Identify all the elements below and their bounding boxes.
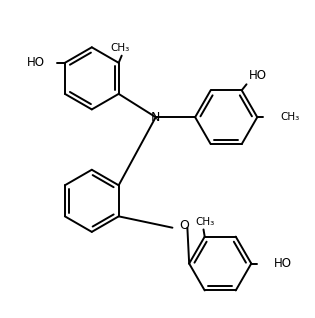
Text: CH₃: CH₃ xyxy=(110,44,129,53)
Text: HO: HO xyxy=(274,257,292,270)
Text: HO: HO xyxy=(27,56,45,69)
Text: N: N xyxy=(151,111,160,124)
Text: HO: HO xyxy=(249,69,267,82)
Text: CH₃: CH₃ xyxy=(195,217,214,227)
Text: CH₃: CH₃ xyxy=(280,112,299,122)
Text: O: O xyxy=(180,219,190,232)
